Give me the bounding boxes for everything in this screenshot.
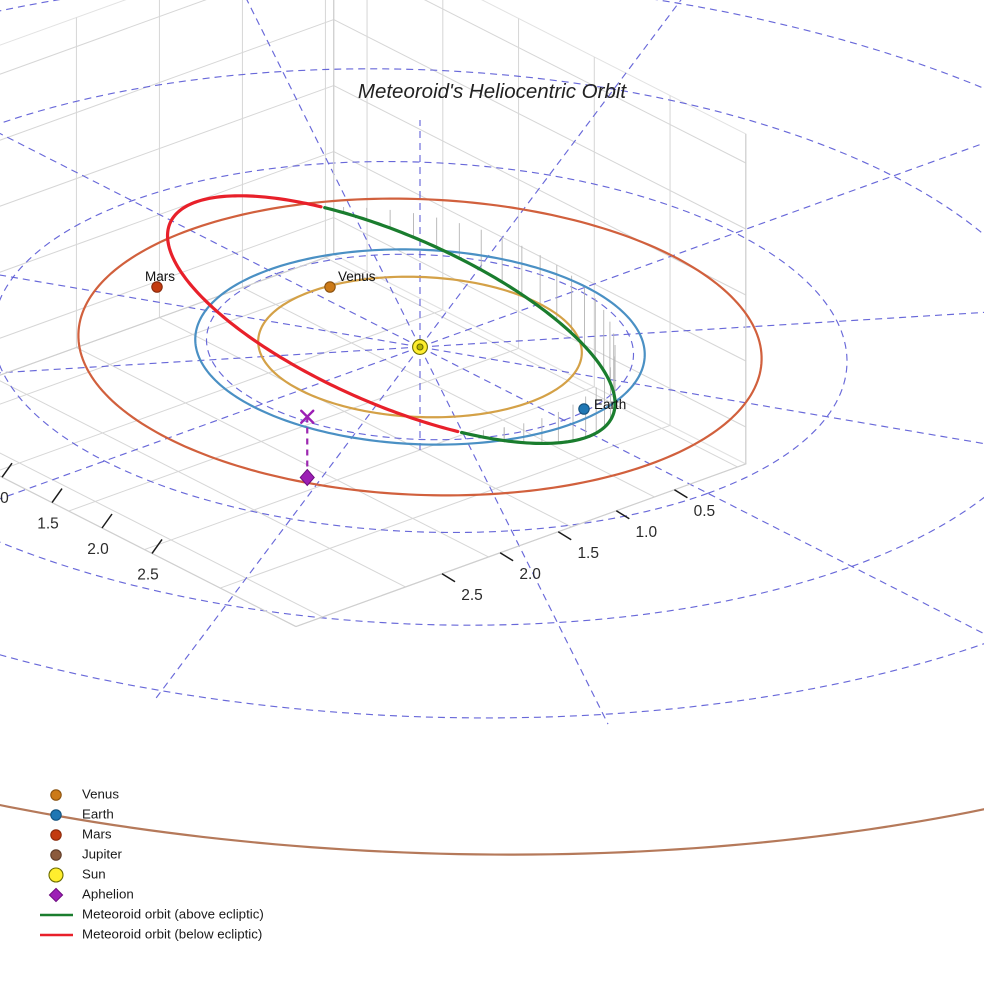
- aphelion-ground-projection-icon: [300, 409, 315, 424]
- legend-item-meteoroid-orbit-above-ecliptic[interactable]: Meteoroid orbit (above ecliptic): [40, 907, 264, 922]
- legend-item-sun[interactable]: Sun: [48, 867, 106, 883]
- legend-label: Mars: [82, 827, 112, 842]
- x-tick-3-mark: [101, 513, 113, 529]
- aphelion-marker-group: [299, 409, 315, 487]
- y-tick-0-mark: [674, 489, 688, 499]
- y-tick-4: 2.5: [461, 587, 483, 604]
- legend-label: Earth: [82, 807, 114, 822]
- earth-marker: [578, 403, 590, 415]
- x-tick-2: 1.5: [37, 516, 59, 533]
- y-tick-2: 1.5: [577, 545, 599, 562]
- legend-label: Meteoroid orbit (below ecliptic): [82, 927, 262, 942]
- axis-ticks: 0.51.01.52.02.50.51.01.52.02.51.51.00.50…: [0, 462, 716, 604]
- label-venus: Venus: [338, 269, 376, 284]
- meteoroid-orbit: [165, 194, 617, 446]
- mars-marker: [151, 281, 163, 293]
- legend-item-earth[interactable]: Earth: [50, 807, 114, 822]
- legend-circle-icon: [48, 867, 64, 883]
- legend-item-aphelion[interactable]: Aphelion: [48, 887, 134, 903]
- legend-circle-icon: [50, 849, 62, 861]
- x-tick-4-mark: [151, 538, 163, 554]
- y-tick-3-mark: [499, 552, 514, 562]
- x-tick-2-mark: [51, 488, 63, 504]
- solar-bodies: [151, 281, 590, 415]
- legend-label: Venus: [82, 787, 119, 802]
- legend[interactable]: Venus Earth Mars Jupiter Sun Aphelion Meteoroi…: [40, 787, 264, 942]
- legend-circle-icon: [50, 789, 62, 801]
- sun-core: [416, 343, 424, 351]
- legend-item-jupiter[interactable]: Jupiter: [50, 847, 123, 862]
- label-mars: Mars: [145, 269, 175, 284]
- y-tick-3: 2.0: [519, 566, 541, 583]
- label-earth: Earth: [594, 397, 626, 412]
- ecliptic-polar-grid: [0, 0, 984, 725]
- legend-label: Sun: [82, 867, 106, 882]
- y-tick-1: 1.0: [636, 524, 658, 541]
- x-tick-1-mark: [1, 462, 13, 478]
- venus-marker: [324, 281, 336, 293]
- axis-gridlines: [0, 0, 747, 618]
- legend-item-meteoroid-orbit-below-ecliptic[interactable]: Meteoroid orbit (below ecliptic): [40, 927, 262, 942]
- legend-item-venus[interactable]: Venus: [50, 787, 120, 802]
- planet-orbits: [0, 197, 984, 856]
- x-tick-4: 2.5: [137, 566, 159, 583]
- legend-item-mars[interactable]: Mars: [50, 827, 112, 842]
- legend-diamond-icon: [48, 887, 64, 903]
- legend-circle-icon: [50, 829, 62, 841]
- x-tick-3: 2.0: [87, 541, 109, 558]
- y-tick-2-mark: [557, 531, 572, 541]
- legend-circle-icon: [50, 809, 62, 821]
- y-tick-4-mark: [441, 573, 456, 583]
- legend-label: Meteoroid orbit (above ecliptic): [82, 907, 264, 922]
- y-tick-0: 0.5: [694, 503, 716, 520]
- chart-title: Meteoroid's Heliocentric Orbit: [358, 80, 628, 103]
- legend-label: Aphelion: [82, 887, 134, 902]
- axes-box-edges: [0, 0, 747, 628]
- y-tick-1-mark: [615, 510, 630, 520]
- body-labels: Mars Venus Earth: [145, 269, 626, 412]
- x-tick-1: 1.0: [0, 490, 9, 507]
- legend-label: Jupiter: [82, 847, 122, 862]
